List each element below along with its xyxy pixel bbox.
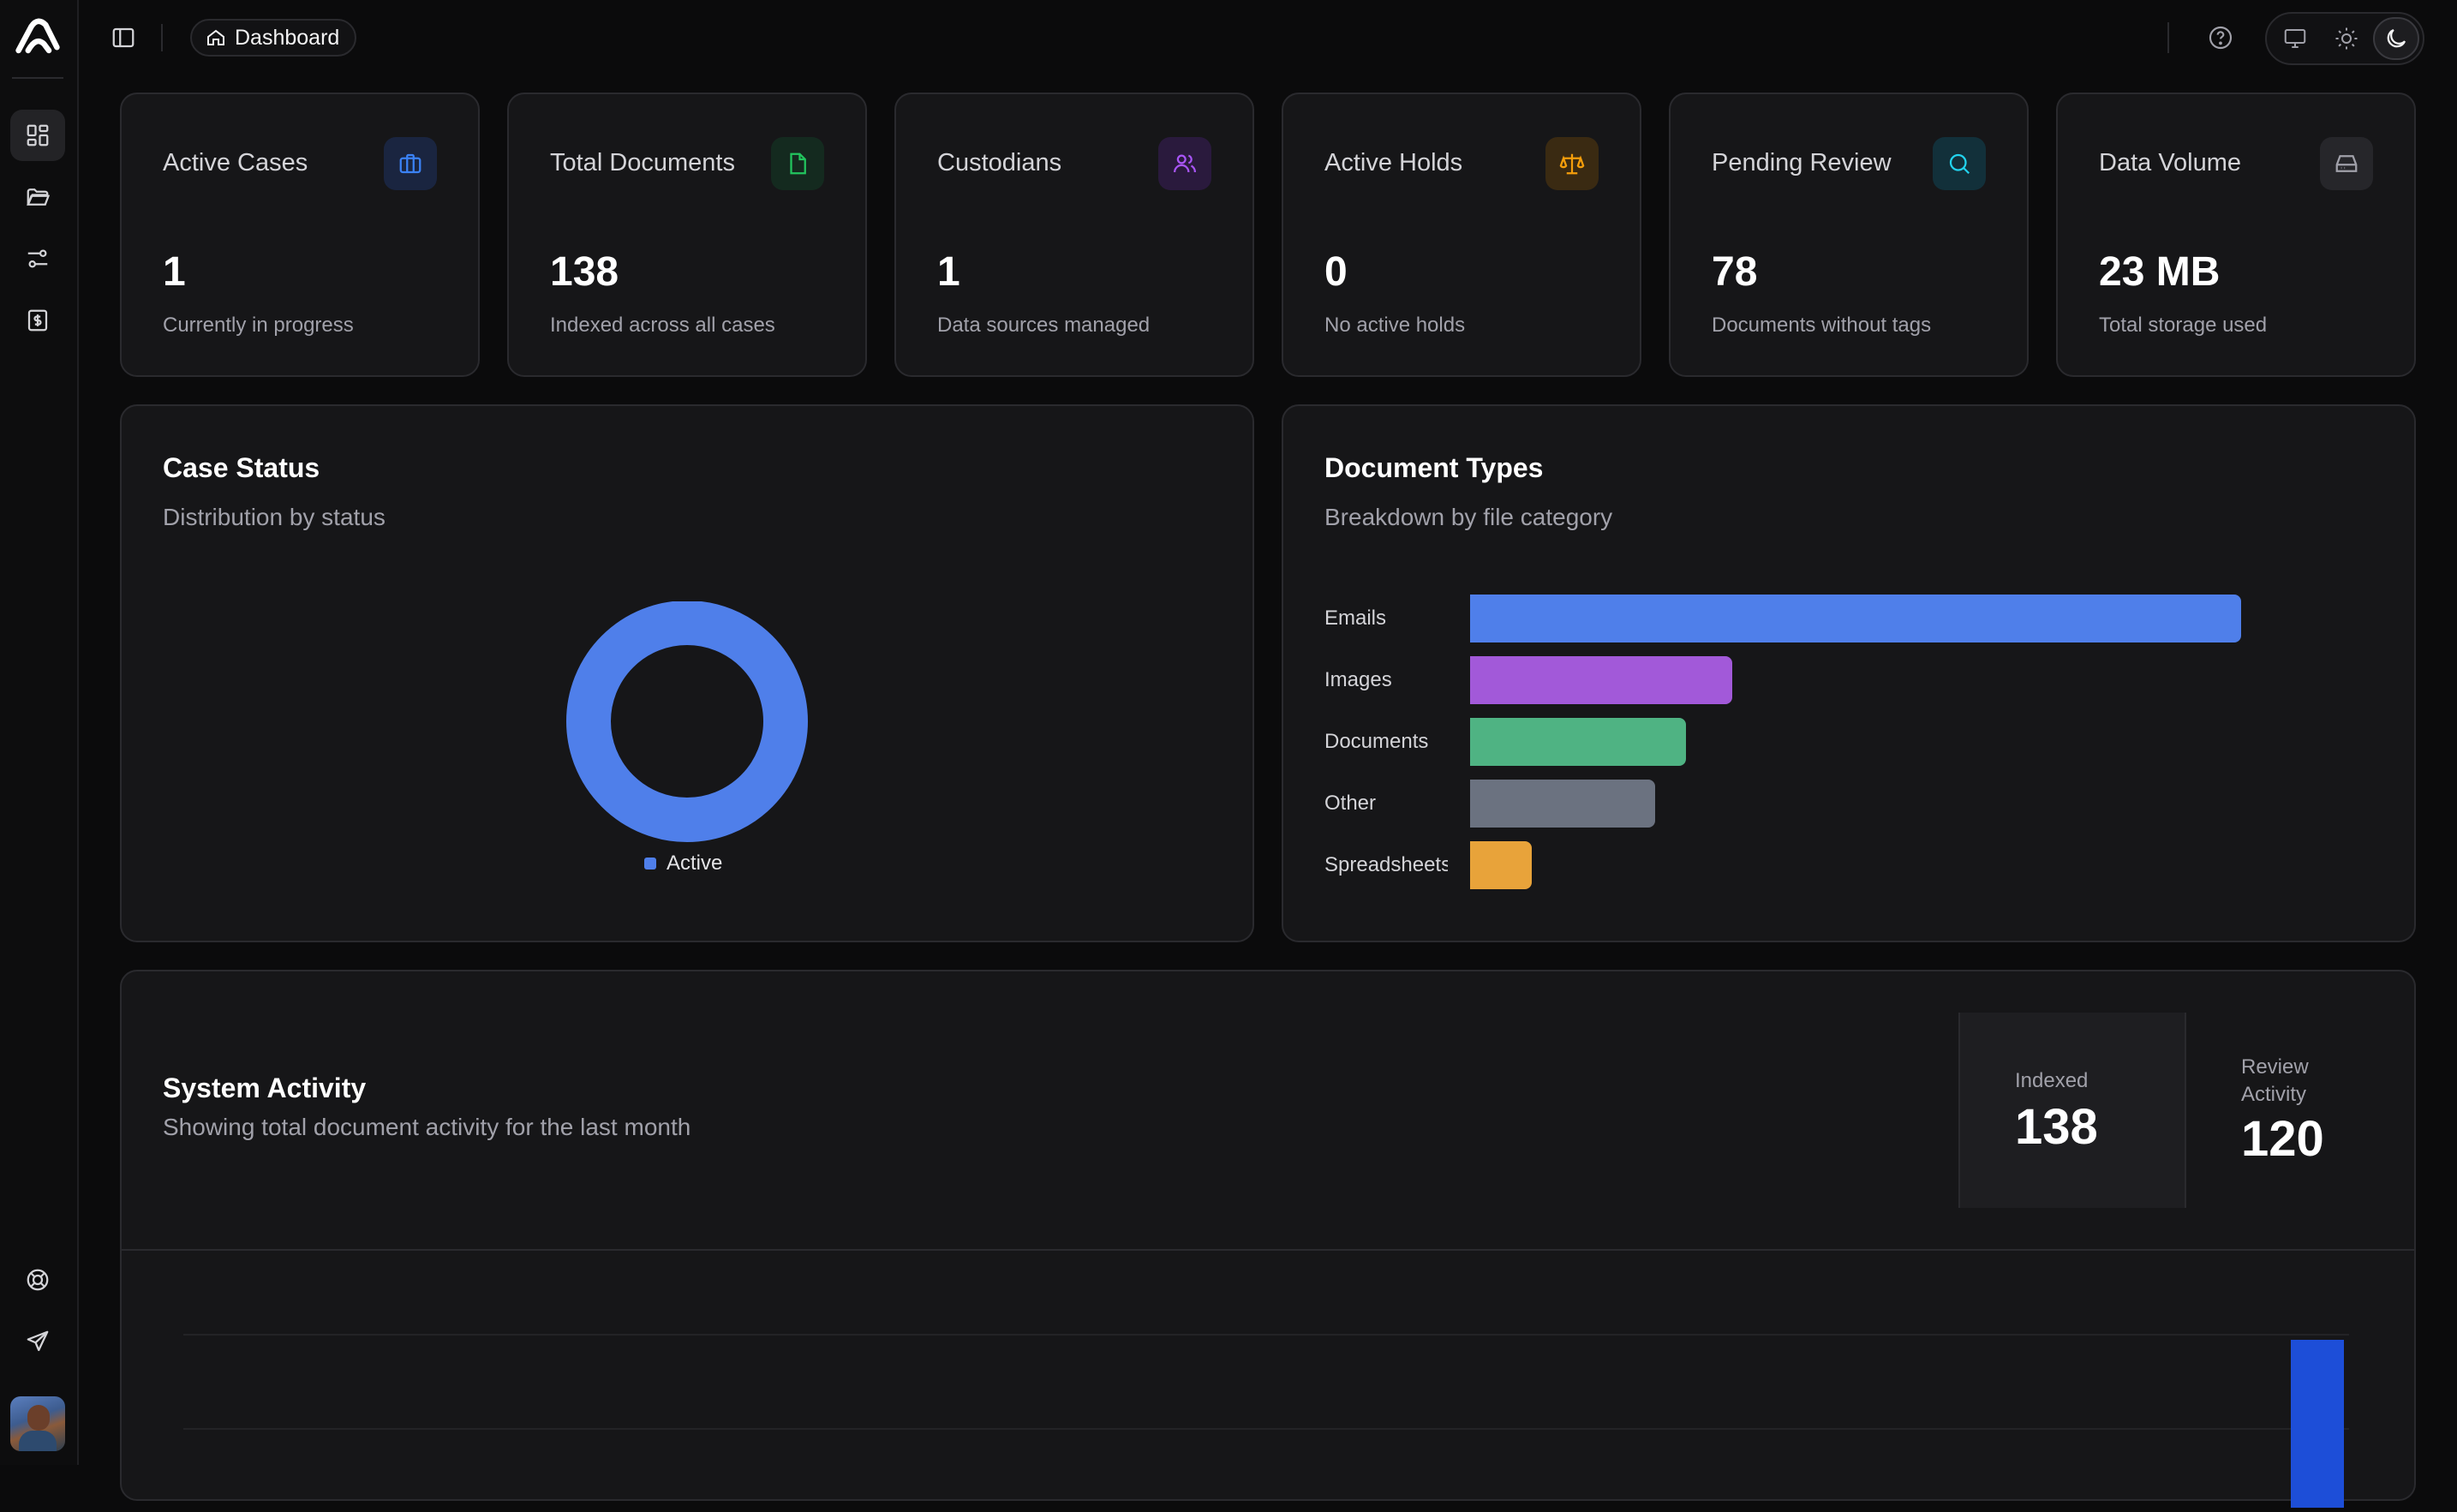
breadcrumb[interactable]: Dashboard (190, 19, 357, 57)
review-activity-toggle[interactable]: Review Activity 120 (2186, 1013, 2414, 1208)
support-lifebuoy-icon[interactable] (10, 1254, 65, 1306)
stat-title: Total Documents (550, 149, 735, 176)
bar-row: Spreadsheets (1324, 841, 2352, 889)
app-logo-icon[interactable] (12, 17, 63, 58)
hard-drive-icon (2320, 137, 2373, 190)
stat-value: 0 (1324, 249, 1348, 295)
theme-dark-moon-icon[interactable] (2373, 17, 2419, 60)
stat-subtitle: Total storage used (2099, 314, 2268, 337)
user-avatar[interactable] (10, 1396, 65, 1451)
activity-bar-chart (122, 1251, 2414, 1511)
bar-row: Images (1324, 656, 2352, 704)
document-types-card: Document Types Breakdown by file categor… (1282, 404, 2416, 942)
topbar-divider-right (2167, 22, 2169, 53)
stat-card-custodians: Custodians 1 Data sources managed (894, 93, 1254, 377)
case-status-subtitle: Distribution by status (163, 504, 386, 530)
system-activity-card: System Activity Showing total document a… (120, 970, 2416, 1511)
stat-value: 78 (1712, 249, 1758, 295)
activity-subtitle: Showing total document activity for the … (163, 1114, 691, 1140)
case-status-card: Case Status Distribution by status Activ… (120, 404, 1254, 942)
stat-subtitle: Indexed across all cases (550, 314, 775, 337)
theme-switcher (2265, 12, 2424, 65)
nav-folder-icon[interactable] (10, 171, 65, 223)
scale-icon (1545, 137, 1599, 190)
activity-bar[interactable] (2291, 1340, 2344, 1511)
bar-label: Documents (1324, 730, 1429, 753)
stat-subtitle: No active holds (1324, 314, 1466, 337)
bar-images[interactable] (1470, 656, 1732, 704)
help-circle-icon[interactable] (2202, 19, 2239, 57)
stat-card-data-volume: Data Volume 23 MB Total storage used (2056, 93, 2416, 377)
sidebar-toggle-icon[interactable] (105, 21, 142, 55)
briefcase-icon (384, 137, 437, 190)
legend-label-active: Active (667, 852, 723, 875)
activity-title: System Activity (163, 1073, 367, 1103)
bar-label: Images (1324, 668, 1392, 691)
stat-title: Pending Review (1712, 149, 1892, 176)
indexed-label: Indexed (2015, 1069, 2089, 1092)
review-activity-value: 120 (2241, 1111, 2324, 1167)
topbar-divider (161, 24, 163, 51)
bar-label: Spreadsheets (1324, 853, 1448, 876)
home-icon (207, 29, 224, 45)
stat-card-active-holds: Active Holds 0 No active holds (1282, 93, 1641, 377)
search-icon (1933, 137, 1986, 190)
case-status-title: Case Status (163, 452, 320, 483)
stat-title: Custodians (937, 149, 1062, 176)
bar-documents[interactable] (1470, 718, 1686, 766)
bar-spreadsheets[interactable] (1470, 841, 1532, 889)
bar-row: Emails (1324, 595, 2352, 642)
stat-value: 1 (163, 249, 186, 295)
feedback-send-icon[interactable] (10, 1316, 65, 1367)
bar-label: Other (1324, 792, 1377, 815)
stat-subtitle: Documents without tags (1712, 314, 1932, 337)
theme-system-monitor-icon[interactable] (2272, 17, 2318, 60)
indexed-value: 138 (2015, 1099, 2098, 1155)
legend-swatch (644, 858, 656, 870)
donut-chart (559, 601, 816, 893)
bar-label: Emails (1324, 607, 1387, 630)
stat-value: 1 (937, 249, 960, 295)
stat-title: Active Holds (1324, 149, 1463, 176)
stat-value: 23 MB (2099, 249, 2221, 295)
bar-row: Documents (1324, 718, 2352, 766)
stat-card-active-cases: Active Cases 1 Currently in progress (120, 93, 480, 377)
top-bar: Dashboard (79, 0, 2457, 75)
activity-divider (122, 1249, 2414, 1251)
users-icon (1158, 137, 1211, 190)
rail-divider (12, 77, 63, 79)
bar-row: Other (1324, 780, 2352, 828)
nav-filters-icon[interactable] (10, 233, 65, 284)
breadcrumb-label: Dashboard (235, 25, 340, 50)
chart-legend: Active (644, 852, 722, 876)
stat-title: Data Volume (2099, 149, 2242, 176)
stat-title: Active Cases (163, 149, 308, 176)
donut-slice-active[interactable] (566, 601, 808, 842)
document-types-subtitle: Breakdown by file category (1324, 504, 1613, 530)
left-rail (0, 0, 79, 1465)
theme-light-sun-icon[interactable] (2323, 17, 2370, 60)
stat-subtitle: Data sources managed (937, 314, 1151, 337)
nav-billing-icon[interactable] (10, 295, 65, 346)
indexed-toggle[interactable]: Indexed 138 (1958, 1013, 2186, 1208)
stat-subtitle: Currently in progress (163, 314, 354, 337)
bar-other[interactable] (1470, 780, 1655, 828)
stat-card-total-documents: Total Documents 138 Indexed across all c… (507, 93, 867, 377)
nav-dashboard-icon[interactable] (10, 110, 65, 161)
stat-card-pending-review: Pending Review 78 Documents without tags (1669, 93, 2029, 377)
bar-emails[interactable] (1470, 595, 2241, 642)
document-types-title: Document Types (1324, 452, 1544, 483)
document-types-bar-chart: Emails Images Documents Other Spreadsheets (1324, 595, 2352, 903)
file-icon (771, 137, 824, 190)
review-activity-label: Review Activity (2241, 1055, 2309, 1106)
stat-value: 138 (550, 249, 619, 295)
